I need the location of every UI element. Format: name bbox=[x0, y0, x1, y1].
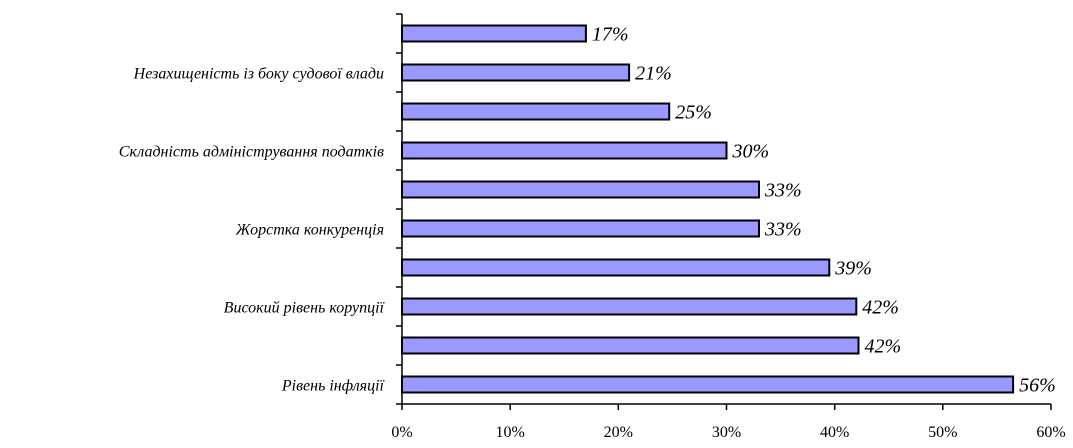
x-tick-label-6: 50% bbox=[928, 424, 957, 441]
data-label-4: 30% bbox=[732, 141, 770, 163]
bar-4 bbox=[401, 141, 728, 160]
x-tick-label-3: 20% bbox=[604, 424, 633, 441]
bar-9 bbox=[401, 336, 860, 355]
data-label-7: 39% bbox=[834, 258, 872, 280]
data-label-9: 42% bbox=[865, 336, 902, 358]
data-label-8: 42% bbox=[862, 297, 899, 319]
category-label-6: Жорстка конкуренція bbox=[235, 222, 384, 239]
data-label-1: 17% bbox=[592, 24, 629, 46]
data-label-2: 21% bbox=[635, 63, 672, 85]
data-label-5: 33% bbox=[764, 180, 802, 202]
bar-5 bbox=[401, 180, 760, 199]
category-labels: Незахищеність із боку судової влади Склад… bbox=[119, 66, 386, 395]
bar-8 bbox=[401, 297, 858, 316]
category-label-10: Рівень інфляції bbox=[281, 378, 386, 395]
data-label-3: 25% bbox=[675, 102, 712, 124]
x-tick-label-7: 60% bbox=[1036, 424, 1065, 441]
bar-3 bbox=[401, 102, 671, 121]
axis-layer bbox=[396, 13, 1052, 410]
x-tick-label-2: 10% bbox=[496, 424, 525, 441]
category-label-8: Високий рівень корупції bbox=[224, 300, 386, 317]
x-tick-label-5: 40% bbox=[820, 424, 849, 441]
x-tick-labels: 0% 10% 20% 30% 40% 50% 60% bbox=[391, 424, 1065, 441]
bar-10 bbox=[401, 375, 1015, 394]
bar-7 bbox=[401, 258, 831, 277]
data-label-10: 56% bbox=[1019, 375, 1056, 397]
category-label-4: Складність адміністрування податків bbox=[119, 144, 384, 161]
bar-6 bbox=[401, 219, 760, 238]
x-tick-label-4: 30% bbox=[712, 424, 741, 441]
bar-1 bbox=[401, 24, 587, 43]
data-label-6: 33% bbox=[764, 219, 802, 241]
x-tick-label-1: 0% bbox=[391, 424, 412, 441]
category-label-2: Незахищеність із боку судової влади bbox=[133, 66, 384, 83]
bars-layer bbox=[401, 24, 1015, 394]
data-labels: 17% 21%25% 30% 33% 33% 39% 42% 42% 56% bbox=[592, 24, 1056, 397]
bar-2 bbox=[401, 63, 631, 82]
